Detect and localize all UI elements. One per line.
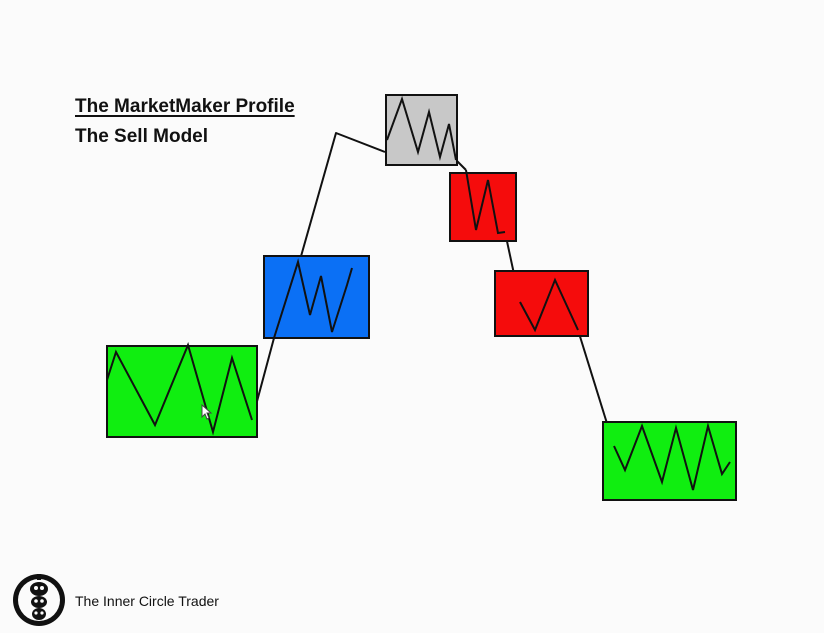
block-rect — [263, 255, 370, 339]
block-rect — [602, 421, 737, 501]
reaccumulation-block — [263, 255, 370, 339]
accumulation-block — [106, 341, 258, 438]
block-rect — [494, 270, 589, 337]
distribution-block — [385, 94, 458, 166]
block-rect — [385, 94, 458, 166]
redistribution-block-lower — [494, 270, 589, 337]
zigzag-line — [273, 258, 353, 339]
redistribution-block-upper — [449, 169, 517, 242]
block-rect — [449, 172, 517, 242]
zigzag-line — [613, 422, 731, 491]
ict-logo-icon — [13, 574, 65, 626]
mouse-cursor-icon — [201, 403, 213, 420]
page-subtitle: The Sell Model — [75, 126, 209, 147]
zigzag-line — [465, 169, 506, 235]
zigzag-line — [386, 95, 457, 161]
accumulation-block-right — [602, 421, 737, 501]
zigzag-line — [519, 277, 579, 333]
zigzag-line — [106, 341, 253, 436]
brand-name: The Inner Circle Trader — [75, 593, 219, 609]
page-title: The MarketMaker Profile — [75, 96, 295, 117]
